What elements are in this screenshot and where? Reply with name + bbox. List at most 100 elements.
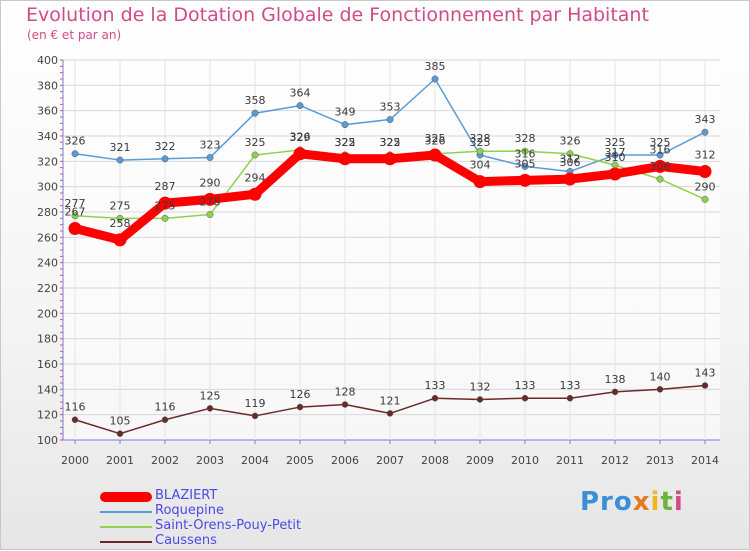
data-point-saint-orens-pouy-petit (521, 147, 529, 155)
data-point-saint-orens-pouy-petit (206, 211, 214, 218)
x-tick-label: 2003 (196, 454, 224, 467)
data-point-caussens (296, 403, 304, 411)
data-point-roquepine (341, 121, 349, 129)
value-label-roquepine: 343 (695, 113, 716, 126)
x-tick-label: 2014 (691, 454, 719, 467)
value-label-caussens: 116 (155, 401, 176, 414)
value-label-roquepine: 325 (650, 136, 671, 149)
data-point-blaziert (293, 147, 307, 161)
data-point-blaziert (698, 164, 712, 178)
y-tick-label: 280 (37, 206, 58, 219)
value-label-roquepine: 353 (380, 101, 401, 114)
x-tick-label: 2005 (286, 454, 314, 467)
y-tick-label: 220 (37, 282, 58, 295)
value-label-roquepine: 321 (110, 141, 131, 154)
data-point-blaziert (653, 159, 667, 173)
y-tick-label: 180 (37, 333, 58, 346)
data-point-saint-orens-pouy-petit (161, 214, 169, 222)
value-label-caussens: 126 (290, 388, 311, 401)
y-tick-label: 260 (37, 231, 58, 244)
data-point-caussens (701, 382, 709, 389)
value-label-caussens: 133 (425, 379, 446, 392)
data-point-blaziert (338, 152, 352, 166)
value-label-blaziert: 312 (695, 148, 716, 161)
data-point-roquepine (386, 116, 394, 123)
value-label-blaziert: 287 (155, 180, 176, 193)
value-label-saint-orens-pouy-petit: 275 (155, 199, 176, 212)
value-label-caussens: 105 (110, 415, 131, 428)
data-point-blaziert (68, 221, 82, 235)
data-point-roquepine (116, 156, 124, 164)
data-point-blaziert (473, 175, 487, 189)
value-label-saint-orens-pouy-petit: 277 (65, 197, 86, 210)
logo-part-5: i (673, 487, 684, 517)
data-point-saint-orens-pouy-petit (476, 147, 484, 155)
y-tick-label: 200 (37, 307, 58, 320)
value-label-saint-orens-pouy-petit: 328 (515, 132, 536, 145)
data-point-caussens (386, 410, 394, 417)
data-point-caussens (431, 394, 439, 402)
value-label-saint-orens-pouy-petit: 326 (560, 135, 581, 148)
value-label-saint-orens-pouy-petit: 275 (110, 199, 131, 212)
data-point-blaziert (113, 233, 127, 247)
data-point-roquepine (71, 150, 79, 158)
value-label-caussens: 133 (515, 379, 536, 392)
data-point-blaziert (608, 167, 622, 181)
value-label-roquepine: 323 (200, 139, 221, 152)
x-tick-label: 2013 (646, 454, 674, 467)
value-label-roquepine: 349 (335, 106, 356, 119)
x-tick-label: 2002 (151, 454, 179, 467)
value-label-blaziert: 304 (470, 159, 491, 172)
legend-swatch-saint-orens (100, 526, 152, 528)
proxiti-logo: Proxiti (580, 487, 684, 517)
legend-swatch-roquepine (100, 511, 152, 513)
value-label-caussens: 125 (200, 389, 221, 402)
logo-part-2: x (632, 487, 651, 517)
y-tick-label: 340 (37, 130, 58, 143)
data-point-caussens (161, 416, 169, 423)
data-point-caussens (71, 416, 79, 423)
data-point-saint-orens-pouy-petit (251, 151, 259, 159)
logo-part-3: i (650, 487, 661, 517)
data-point-caussens (206, 405, 214, 412)
data-point-saint-orens-pouy-petit (656, 175, 664, 183)
data-point-blaziert (518, 173, 532, 187)
value-label-caussens: 121 (380, 394, 401, 407)
value-label-caussens: 133 (560, 379, 581, 392)
value-label-saint-orens-pouy-petit: 278 (200, 196, 221, 209)
x-tick-label: 2006 (331, 454, 359, 467)
y-tick-label: 140 (37, 383, 58, 396)
y-tick-label: 240 (37, 257, 58, 270)
value-label-saint-orens-pouy-petit: 325 (380, 136, 401, 149)
y-tick-label: 160 (37, 358, 58, 371)
data-point-caussens (341, 401, 349, 408)
series-caussens (71, 382, 709, 437)
data-point-roquepine (611, 151, 619, 159)
value-label-caussens: 116 (65, 401, 86, 414)
data-point-caussens (251, 412, 259, 420)
y-tick-label: 400 (37, 54, 58, 67)
data-point-roquepine (701, 128, 709, 136)
data-point-blaziert (158, 196, 172, 210)
legend-label-roquepine: Roquepine (155, 503, 224, 518)
data-point-roquepine (161, 155, 169, 163)
data-point-caussens (611, 388, 619, 396)
y-tick-label: 100 (37, 434, 58, 447)
legend-label-blaziert: BLAZIERT (155, 488, 218, 503)
data-point-roquepine (206, 154, 214, 161)
value-label-roquepine: 326 (65, 135, 86, 148)
legend-swatch-blaziert (100, 492, 152, 502)
x-tick-label: 2012 (601, 454, 629, 467)
value-label-saint-orens-pouy-petit: 329 (290, 131, 311, 144)
data-point-blaziert (563, 172, 577, 186)
x-tick-label: 2009 (466, 454, 494, 467)
value-label-blaziert: 316 (650, 143, 671, 156)
value-label-blaziert: 326 (290, 131, 311, 144)
value-label-saint-orens-pouy-petit: 317 (605, 146, 626, 159)
y-tick-label: 120 (37, 409, 58, 422)
data-point-roquepine (296, 102, 304, 110)
y-tick-label: 320 (37, 155, 58, 168)
value-label-blaziert: 305 (515, 157, 536, 170)
y-tick-label: 380 (37, 79, 58, 92)
